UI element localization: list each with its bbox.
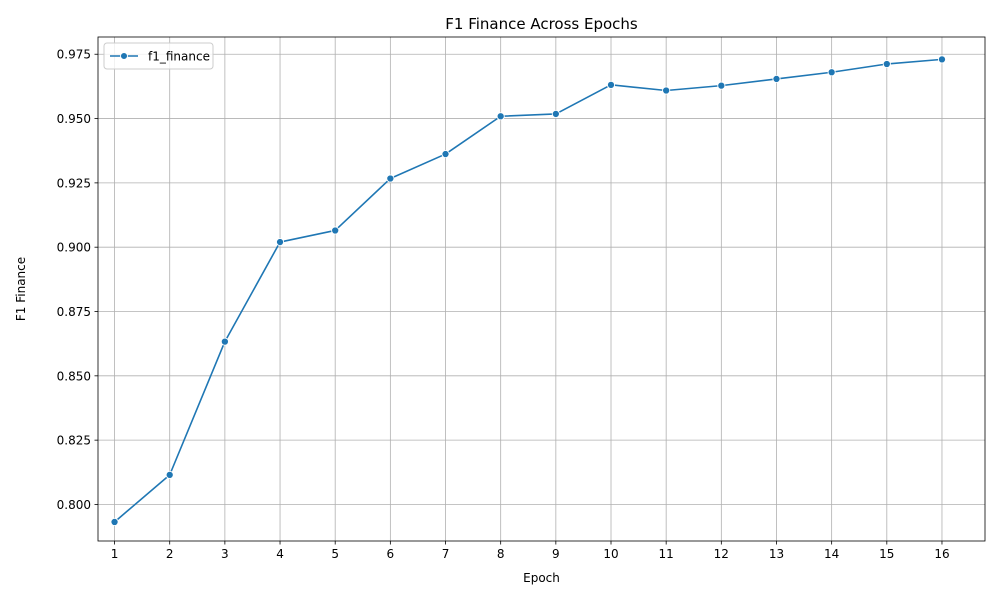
y-tick-label: 0.950: [57, 112, 91, 126]
data-point: [882, 59, 891, 69]
x-tick-label: 1: [111, 547, 119, 561]
grid-lines: [98, 37, 985, 541]
y-tick-label: 0.925: [57, 176, 91, 190]
series-line-f1_finance: [114, 58, 943, 523]
data-point: [551, 109, 560, 118]
y-axis: 0.800 0.825 0.850 0.875 0.900 0.925 0.950 0.975: [57, 48, 98, 512]
x-tick-label: 2: [166, 547, 174, 561]
data-point: [165, 470, 174, 479]
data-point: [331, 226, 340, 235]
x-axis: 1 2 3 4 5 6 7 8 9 10 11 12 13 14 15 16: [111, 541, 950, 561]
legend-marker-swatch: [120, 52, 128, 60]
data-point: [717, 81, 726, 90]
x-tick-label: 6: [387, 547, 395, 561]
data-point: [275, 237, 285, 247]
x-tick-label: 5: [331, 547, 339, 561]
data-point: [110, 517, 119, 527]
x-tick-label: 3: [221, 547, 229, 561]
x-tick-label: 4: [276, 547, 284, 561]
data-point: [937, 55, 947, 64]
data-point: [496, 112, 505, 121]
legend-label: f1_finance: [148, 50, 210, 64]
x-tick-label: 15: [879, 547, 894, 561]
y-tick-label: 0.850: [57, 369, 91, 383]
x-tick-label: 14: [824, 547, 839, 561]
y-axis-title: F1 Finance: [14, 257, 28, 321]
x-tick-label: 12: [714, 547, 729, 561]
x-tick-label: 10: [603, 547, 618, 561]
x-axis-title: Epoch: [523, 571, 560, 585]
plot-area-frame: [97, 36, 986, 542]
x-tick-label: 13: [769, 547, 784, 561]
legend: f1_finance: [103, 42, 214, 70]
y-tick-label: 0.900: [57, 241, 91, 255]
data-point: [662, 86, 671, 95]
data-point: [441, 150, 450, 159]
y-tick-label: 0.975: [57, 48, 91, 62]
data-point: [220, 337, 229, 346]
data-point: [772, 74, 781, 83]
x-tick-label: 7: [442, 547, 450, 561]
y-tick-label: 0.825: [57, 434, 91, 448]
chart-title: F1 Finance Across Epochs: [445, 15, 638, 33]
legend-box: [103, 42, 214, 70]
data-point: [606, 80, 616, 89]
x-tick-label: 9: [552, 547, 560, 561]
x-tick-label: 11: [659, 547, 674, 561]
x-tick-label: 16: [934, 547, 949, 561]
x-tick-label: 8: [497, 547, 505, 561]
data-point: [827, 68, 836, 77]
y-tick-label: 0.875: [57, 305, 91, 319]
data-point: [386, 174, 395, 183]
series-layer: [110, 55, 947, 527]
y-tick-label: 0.800: [57, 498, 91, 512]
